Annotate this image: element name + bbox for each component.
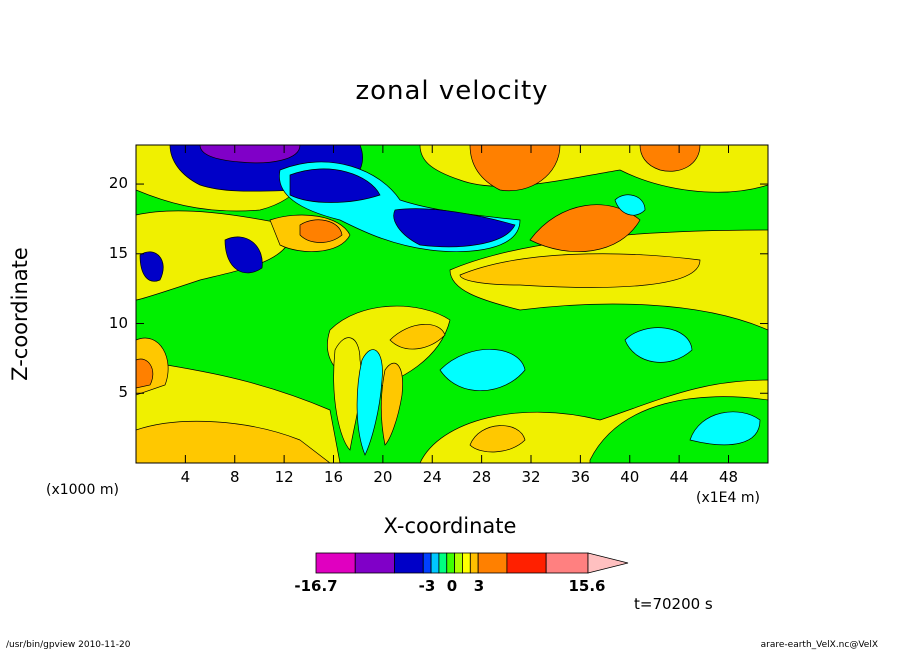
colorbar-swatch: [354, 552, 395, 574]
x-axis-label: X-coordinate: [383, 514, 517, 538]
y-tick-label: 10: [108, 313, 128, 332]
x-tick-label: 32: [521, 468, 541, 486]
axis-ticks: [136, 145, 768, 463]
y-tick-label: 15: [108, 243, 128, 262]
y-tick-label: 20: [108, 174, 128, 193]
contour-field: [136, 145, 768, 463]
x-tick-label: 48: [718, 468, 739, 486]
x-tick-label: 20: [373, 468, 393, 486]
x-tick-label: 4: [180, 468, 191, 486]
chart-title: zonal velocity: [355, 76, 549, 106]
x-tick-label: 28: [472, 468, 492, 486]
colorbar-label: 3: [473, 577, 485, 595]
colorbar-swatch: [462, 552, 471, 574]
x-tick-label: 24: [422, 468, 442, 486]
y-tick-label: 5: [118, 383, 128, 402]
time-label: t=70200 s: [634, 595, 713, 613]
colorbar: [315, 552, 629, 574]
colorbar-swatch: [315, 552, 356, 574]
colorbar-label: -16.7: [294, 577, 338, 595]
colorbar-arrow: [587, 552, 629, 574]
colorbar-swatch: [394, 552, 424, 574]
colorbar-swatch: [506, 552, 547, 574]
footer-right: arare-earth_VelX.nc@VelX: [760, 640, 878, 650]
x-tick-label: 12: [274, 468, 294, 486]
x-multiplier-label: (x1E4 m): [696, 490, 760, 506]
colorbar-swatch: [454, 552, 463, 574]
y-axis-label: Z-coordinate: [8, 247, 32, 381]
x-tick-label: 36: [570, 468, 590, 486]
x-tick-label: 8: [229, 468, 240, 486]
y-multiplier-label: (x1000 m): [46, 482, 119, 498]
colorbar-swatch: [477, 552, 508, 574]
footer-left: /usr/bin/gpview 2010-11-20: [6, 640, 131, 650]
x-tick-label: 44: [669, 468, 689, 486]
plot-frame: [135, 144, 769, 464]
colorbar-swatch: [545, 552, 589, 574]
colorbar-label: 15.6: [568, 577, 606, 595]
colorbar-label: 0: [446, 577, 458, 595]
x-tick-label: 40: [620, 468, 640, 486]
colorbar-swatch: [430, 552, 440, 574]
colorbar-label: -3: [418, 577, 436, 595]
colorbar-swatch: [446, 552, 456, 574]
colorbar-swatch: [438, 552, 448, 574]
colorbar-swatch: [469, 552, 479, 574]
colorbar-swatch: [422, 552, 432, 574]
x-tick-label: 16: [323, 468, 344, 486]
